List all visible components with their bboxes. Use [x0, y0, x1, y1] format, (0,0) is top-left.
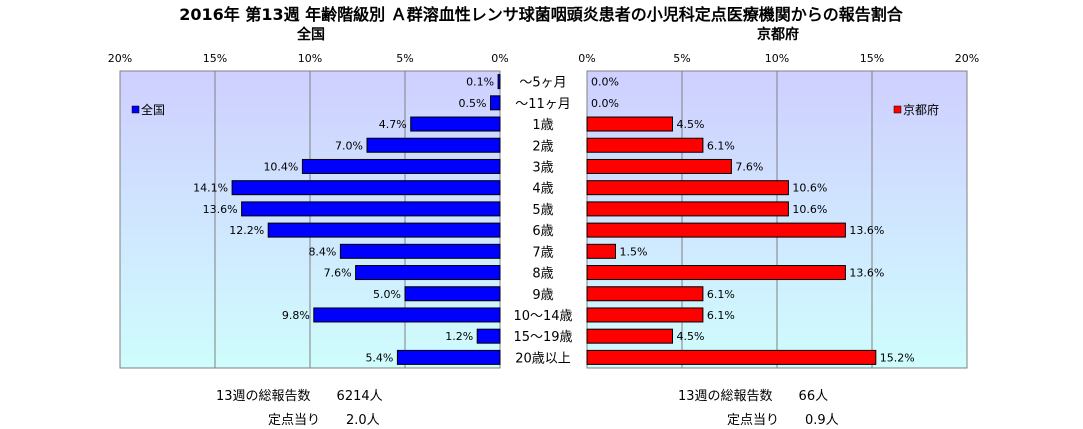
age-category-label: 20歳以上: [515, 351, 571, 366]
kyoto-bar: [586, 158, 732, 174]
kyoto-data-label: 0.0%: [591, 76, 619, 89]
left-panel: 20% 15% 10% 5% 0% 0.1% 0.5% 4.7% 7.0% 10.4% 14.1% 1…: [108, 52, 509, 369]
national-data-label: 14.1%: [193, 182, 228, 195]
age-category-label: 1歳: [532, 118, 553, 133]
age-category-label: 7歳: [532, 245, 553, 260]
national-bar: [497, 74, 501, 90]
kyoto-bar: [586, 286, 704, 302]
kyoto-bar: [586, 307, 704, 323]
national-bar: [476, 328, 501, 344]
national-bar: [490, 95, 501, 111]
national-legend-label: 全国: [141, 102, 165, 117]
national-data-label: 4.7%: [379, 118, 407, 131]
age-category-label: 8歳: [532, 267, 553, 282]
national-bar: [396, 349, 501, 365]
right-panel-title: 京都府: [757, 26, 799, 43]
national-bar: [410, 116, 501, 132]
national-bar: [241, 201, 501, 217]
right-panel: 0% 5% 10% 15% 20%0.0%0.0%4.5%6.1%7.6%10.6%10…: [578, 52, 979, 369]
national-tick-label: 5%: [396, 52, 413, 65]
national-bar: [313, 307, 501, 323]
national-total-reports: 13週の総報告数 6214人: [216, 389, 383, 404]
kyoto-data-label: 10.6%: [792, 182, 827, 195]
age-category-label: 2歳: [532, 139, 553, 154]
national-bar: [301, 158, 501, 174]
kyoto-tick-label: 20%: [955, 52, 979, 65]
kyoto-bar: [586, 328, 673, 344]
national-bar: [339, 243, 501, 259]
age-category-label: 10～14歳: [513, 309, 572, 324]
kyoto-data-label: 1.5%: [620, 245, 648, 258]
category-labels: ～5ヶ月 ～11ヶ月 1歳 2歳 3歳 4歳 5歳 6歳 7歳 8歳 9歳 10～14歳 15～19歳 2…: [513, 76, 572, 367]
national-data-label: 5.0%: [373, 288, 401, 301]
age-category-label: ～11ヶ月: [515, 97, 571, 112]
kyoto-bar: [586, 201, 789, 217]
national-data-label: 7.6%: [324, 267, 352, 280]
left-panel-title: 全国: [296, 26, 325, 43]
national-data-label: 1.2%: [445, 330, 473, 343]
national-data-label: 8.4%: [308, 245, 336, 258]
kyoto-data-label: 7.6%: [735, 160, 763, 173]
national-bar: [267, 222, 501, 238]
kyoto-legend-label: 京都府: [903, 102, 939, 117]
national-tick-label: 0%: [491, 52, 508, 65]
national-data-label: 13.6%: [203, 203, 238, 216]
national-data-label: 5.4%: [365, 351, 393, 364]
kyoto-data-label: 0.0%: [591, 97, 619, 110]
national-tick-label: 20%: [108, 52, 132, 65]
kyoto-data-label: 6.1%: [707, 288, 735, 301]
age-category-label: 3歳: [532, 160, 553, 175]
national-data-label: 7.0%: [335, 139, 363, 152]
national-data-label: 0.5%: [459, 97, 487, 110]
kyoto-tick-label: 10%: [765, 52, 789, 65]
kyoto-tick-label: 15%: [860, 52, 884, 65]
kyoto-data-label: 10.6%: [792, 203, 827, 216]
national-bar: [404, 286, 501, 302]
age-category-label: ～5ヶ月: [519, 76, 566, 91]
kyoto-bar: [586, 349, 877, 365]
pyramid-chart: 2016年 第13週 年齢階級別 Ａ群溶血性レンサ球菌咽頭炎患者の小児科定点医療…: [108, 5, 979, 369]
kyoto-bar: [586, 243, 616, 259]
national-legend-swatch: [131, 105, 140, 114]
national-tick-label: 10%: [298, 52, 322, 65]
kyoto-tick-label: 0%: [578, 52, 595, 65]
age-category-label: 5歳: [532, 203, 553, 218]
kyoto-data-label: 6.1%: [707, 309, 735, 322]
kyoto-bar: [586, 137, 704, 153]
national-bar: [355, 265, 501, 281]
national-data-label: 12.2%: [229, 224, 264, 237]
national-data-label: 9.8%: [282, 309, 310, 322]
age-category-label: 9歳: [532, 288, 553, 303]
kyoto-bar: [586, 265, 846, 281]
national-bar: [366, 137, 501, 153]
kyoto-legend-swatch: [893, 105, 902, 114]
kyoto-tick-label: 5%: [673, 52, 690, 65]
kyoto-data-label: 4.5%: [677, 118, 705, 131]
national-per-site: 定点当り 2.0人: [268, 413, 380, 428]
kyoto-bar: [586, 116, 673, 132]
chart-title: 2016年 第13週 年齢階級別 Ａ群溶血性レンサ球菌咽頭炎患者の小児科定点医療…: [179, 5, 904, 24]
kyoto-total-reports: 13週の総報告数 66人: [678, 389, 829, 404]
age-category-label: 15～19歳: [513, 330, 572, 345]
national-bar: [231, 180, 501, 196]
national-tick-label: 15%: [203, 52, 227, 65]
kyoto-data-label: 6.1%: [707, 139, 735, 152]
age-category-label: 6歳: [532, 224, 553, 239]
national-data-label: 0.1%: [466, 76, 494, 89]
kyoto-bar: [586, 180, 789, 196]
kyoto-bar: [586, 222, 846, 238]
national-data-label: 10.4%: [263, 160, 298, 173]
kyoto-data-label: 4.5%: [677, 330, 705, 343]
kyoto-per-site: 定点当り 0.9人: [727, 413, 839, 428]
kyoto-data-label: 13.6%: [849, 267, 884, 280]
kyoto-data-label: 13.6%: [849, 224, 884, 237]
age-category-label: 4歳: [532, 182, 553, 197]
kyoto-data-label: 15.2%: [880, 351, 915, 364]
